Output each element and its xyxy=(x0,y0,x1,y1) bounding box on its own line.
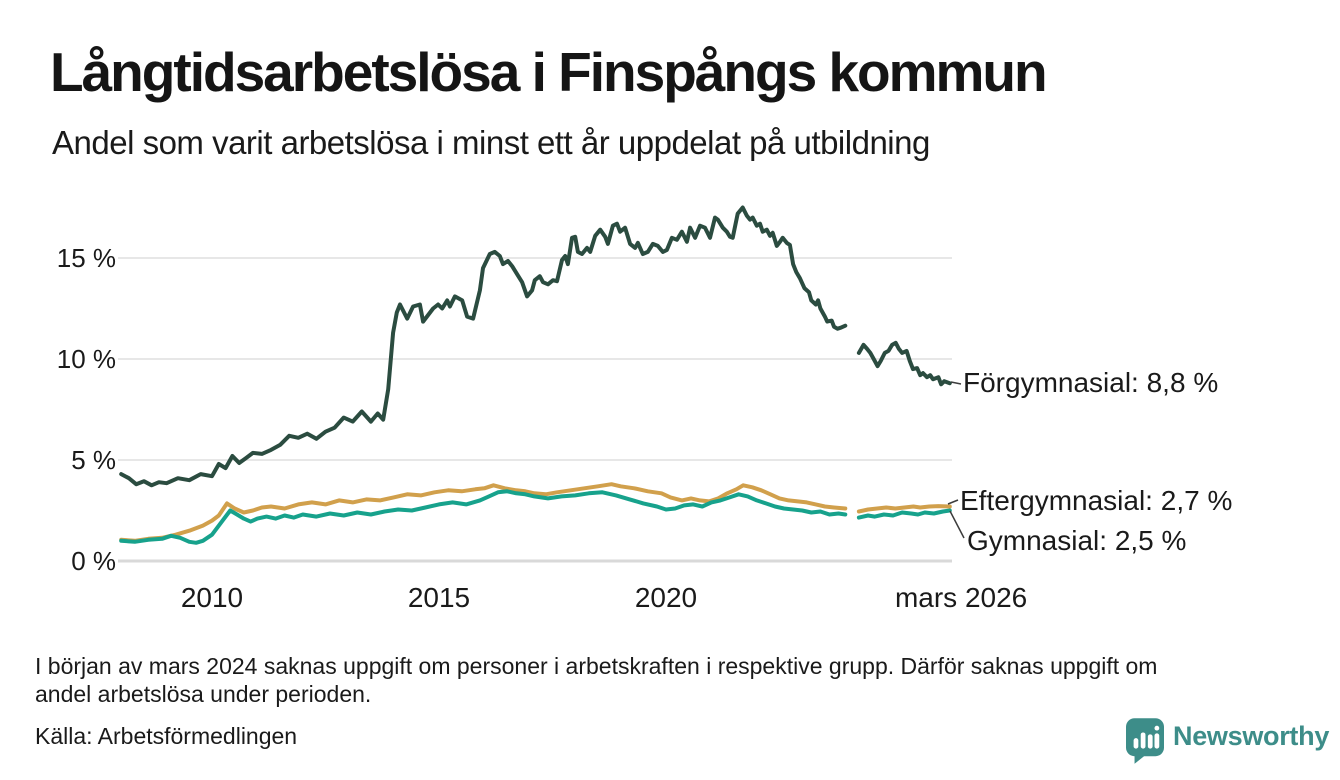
x-tick-label: 2020 xyxy=(634,582,698,613)
series-label-gymnasial: Gymnasial: 2,5 % xyxy=(967,525,1187,556)
x-tick-label: 2015 xyxy=(407,582,471,613)
page-subtitle: Andel som varit arbetslösa i minst ett å… xyxy=(52,124,930,161)
label-connectors xyxy=(947,381,965,539)
series-line-forgymnasial xyxy=(119,205,848,488)
newsworthy-wordmark: Newsworthy xyxy=(1173,721,1330,751)
page-title: Långtidsarbetslösa i Finspångs kommun xyxy=(50,41,1048,103)
series-line-eftergymnasial xyxy=(856,504,952,514)
x-tick-label: mars 2026 xyxy=(894,582,1028,613)
newsworthy-icon xyxy=(1126,718,1164,764)
series-line-forgymnasial xyxy=(856,340,952,387)
footnote: I början av mars 2024 saknas uppgift om … xyxy=(35,652,1315,708)
connector-eftergymnasial xyxy=(947,499,959,505)
footnote-line: andel arbetslösa under perioden. xyxy=(35,681,372,707)
connector-gymnasial xyxy=(949,510,965,539)
connector-forgymnasial xyxy=(950,381,962,385)
series-layer xyxy=(119,205,952,545)
grid-layer xyxy=(118,257,952,563)
series-label-eftergymnasial: Eftergymnasial: 2,7 % xyxy=(960,485,1233,516)
y-tick-label: 0 % xyxy=(71,546,116,576)
x-tick-label: 2010 xyxy=(180,582,244,613)
y-tick-label: 10 % xyxy=(56,344,116,374)
y-tick-label: 15 % xyxy=(56,243,116,273)
newsworthy-logo: Newsworthy xyxy=(1126,718,1329,764)
series-line-gymnasial xyxy=(119,489,848,545)
footnote-line: I början av mars 2024 saknas uppgift om … xyxy=(35,653,1158,679)
exclamation-dot xyxy=(1154,725,1160,731)
series-line-gymnasial xyxy=(856,508,952,520)
y-tick-label: 5 % xyxy=(71,445,116,475)
series-label-forgymnasial: Förgymnasial: 8,8 % xyxy=(963,367,1219,398)
source-credit: Källa: Arbetsförmedlingen xyxy=(35,723,298,749)
series-line-eftergymnasial xyxy=(119,482,848,543)
